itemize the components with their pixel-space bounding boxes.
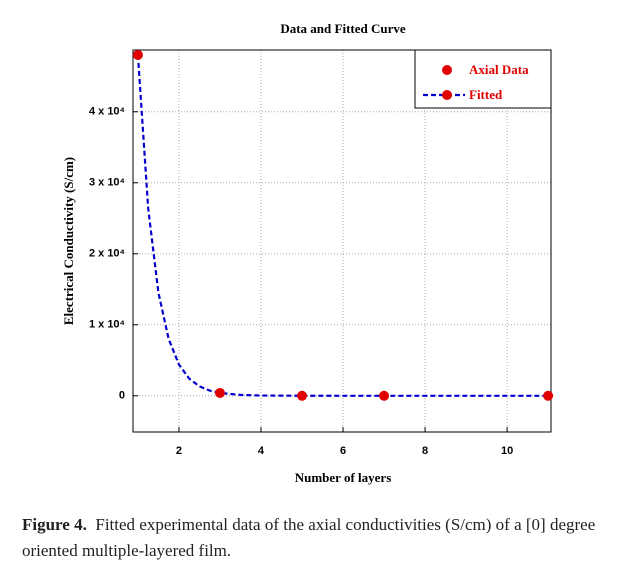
caption-label: Figure 4. (22, 515, 87, 534)
y-tick-label: 1 x 10⁴ (89, 319, 125, 331)
data-point (132, 49, 143, 60)
x-axis-label: Number of layers (295, 470, 392, 485)
x-tick-label: 10 (501, 445, 513, 457)
x-tick-label: 6 (340, 445, 346, 457)
y-tick-label: 2 x 10⁴ (89, 248, 125, 260)
data-point (543, 390, 554, 401)
legend-box (414, 49, 552, 109)
fitted-curve (136, 54, 549, 397)
x-tick-label: 4 (258, 445, 265, 457)
y-tick-label: 0 (119, 390, 125, 402)
legend-label: Axial Data (469, 62, 529, 77)
figure-caption: Figure 4. Fitted experimental data of th… (22, 512, 622, 564)
caption-text: Fitted experimental data of the axial co… (22, 515, 596, 560)
y-tick-label: 4 x 10⁴ (89, 106, 125, 118)
chart: Data and Fitted Curve Number of layers E… (61, 21, 554, 485)
legend-marker (442, 90, 452, 100)
data-point (214, 387, 225, 398)
data-point (297, 390, 308, 401)
chart-title: Data and Fitted Curve (280, 21, 406, 36)
x-tick-label: 2 (176, 445, 182, 457)
plot-frame (132, 49, 552, 433)
x-tick-label: 8 (422, 445, 428, 457)
legend-marker (442, 65, 452, 75)
y-tick-label: 3 x 10⁴ (89, 177, 125, 189)
data-point (379, 390, 390, 401)
y-axis-label: Electrical Conductivity (S/cm) (61, 157, 76, 325)
legend-label: Fitted (469, 87, 503, 102)
